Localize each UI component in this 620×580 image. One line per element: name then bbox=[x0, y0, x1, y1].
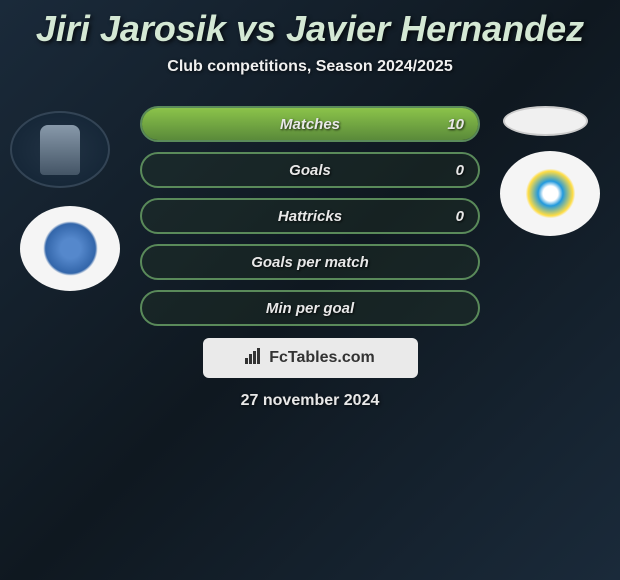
stat-label: Goals bbox=[289, 162, 331, 179]
stat-row-hattricks: Hattricks 0 bbox=[140, 198, 480, 234]
stat-row-goals-per-match: Goals per match bbox=[140, 244, 480, 280]
page-title: Jiri Jarosik vs Javier Hernandez bbox=[0, 0, 620, 50]
leganes-crest-icon bbox=[513, 161, 588, 226]
chart-bars-icon bbox=[245, 348, 263, 369]
player-left-avatar bbox=[10, 111, 110, 188]
branding-box[interactable]: FcTables.com bbox=[203, 338, 418, 378]
stat-right-value: 0 bbox=[456, 162, 464, 179]
date-label: 27 november 2024 bbox=[0, 392, 620, 410]
page-subtitle: Club competitions, Season 2024/2025 bbox=[0, 58, 620, 76]
stat-row-goals: Goals 0 bbox=[140, 152, 480, 188]
alaves-crest-icon bbox=[33, 216, 108, 281]
comparison-area: Matches 10 Goals 0 Hattricks 0 Goals per… bbox=[0, 106, 620, 410]
stat-label: Matches bbox=[280, 116, 340, 133]
stat-right-value: 10 bbox=[447, 116, 464, 133]
player-silhouette-icon bbox=[40, 125, 80, 175]
stat-label: Goals per match bbox=[251, 254, 369, 271]
player-right-avatar bbox=[503, 106, 588, 136]
stat-pills: Matches 10 Goals 0 Hattricks 0 Goals per… bbox=[140, 106, 480, 326]
team-badge-left bbox=[20, 206, 120, 291]
stat-right-value: 0 bbox=[456, 208, 464, 225]
stat-row-min-per-goal: Min per goal bbox=[140, 290, 480, 326]
stat-row-matches: Matches 10 bbox=[140, 106, 480, 142]
stat-label: Hattricks bbox=[278, 208, 342, 225]
stat-label: Min per goal bbox=[266, 300, 354, 317]
branding-text: FcTables.com bbox=[269, 349, 375, 367]
team-badge-right bbox=[500, 151, 600, 236]
